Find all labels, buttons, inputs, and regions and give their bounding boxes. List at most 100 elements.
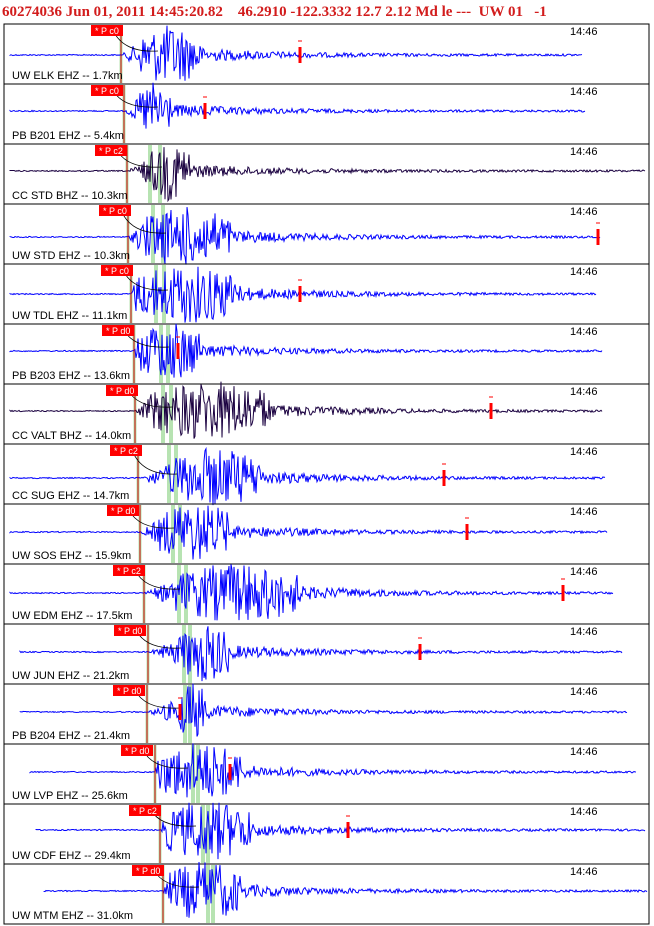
waveform-trace <box>9 207 601 265</box>
time-label: 14:46 <box>570 866 598 878</box>
s-window <box>201 805 205 863</box>
pick-label: * P d0 <box>125 746 149 756</box>
station-label: UW CDF EHZ -- 29.4km <box>12 850 131 862</box>
pick-label: * P d0 <box>118 626 142 636</box>
pick-flag <box>113 685 145 696</box>
s-window <box>158 145 162 203</box>
pick-flag <box>106 385 138 396</box>
trace-panel: * P d0 14:46 UW JUN EHZ -- 21.2km <box>3 623 650 685</box>
coda-end-marker <box>178 704 182 720</box>
s-window <box>191 745 195 803</box>
s-window <box>171 505 175 563</box>
time-label: 14:46 <box>570 566 598 578</box>
waveform-trace <box>9 564 614 621</box>
waveform-trace <box>43 861 648 918</box>
coda-end-marker <box>228 764 232 780</box>
trace-panel: * P c2 14:46 CC SUG EHZ -- 14.7km <box>3 443 650 506</box>
pick-flag <box>95 145 127 156</box>
time-label: 14:46 <box>570 26 598 38</box>
waveform-trace <box>9 446 606 506</box>
time-label: 14:46 <box>570 206 598 218</box>
time-label: 14:46 <box>570 86 598 98</box>
s-window <box>206 805 210 863</box>
station-label: CC SUG EHZ -- 14.7km <box>12 490 129 502</box>
pick-label: * P c0 <box>95 86 119 96</box>
trace-panel: * P d0 14:46 CC VALT BHZ -- 14.0km <box>3 381 650 445</box>
station-label: PB B201 EHZ -- 5.4km <box>12 130 124 142</box>
coda-end-marker <box>346 822 350 838</box>
trace-panel: * P c0 14:46 UW ELK EHZ -- 1.7km <box>3 23 650 85</box>
time-label: 14:46 <box>570 266 598 278</box>
coda-end-marker <box>561 585 565 601</box>
s-window <box>183 685 187 743</box>
time-label: 14:46 <box>570 326 598 338</box>
station-label: UW SOS EHZ -- 15.9km <box>12 550 131 562</box>
pick-flag <box>91 25 123 36</box>
s-window <box>154 265 158 323</box>
pick-flag <box>107 505 139 516</box>
waveform-trace <box>9 266 597 323</box>
pick-flag <box>121 745 153 756</box>
s-window <box>211 865 215 923</box>
pick-label: * P d0 <box>110 386 134 396</box>
pick-flag <box>113 565 145 576</box>
s-window <box>196 745 200 803</box>
pick-flag <box>132 865 164 876</box>
pick-label: * P d0 <box>106 326 130 336</box>
station-label: PB B204 EHZ -- 21.4km <box>12 730 130 742</box>
coda-end-marker <box>596 229 600 245</box>
pick-label: * P d0 <box>111 506 135 516</box>
time-label: 14:46 <box>570 626 598 638</box>
pick-label: * P c0 <box>105 266 129 276</box>
pick-flag <box>110 445 142 456</box>
trace-panel: * P c2 14:46 UW EDM EHZ -- 17.5km <box>3 563 650 625</box>
coda-end-marker <box>442 470 446 486</box>
time-label: 14:46 <box>570 506 598 518</box>
waveform-trace <box>9 147 646 203</box>
waveform-trace <box>9 25 583 81</box>
pick-flag <box>91 85 123 96</box>
coda-end-marker <box>465 524 469 540</box>
station-label: CC STD BHZ -- 10.3km <box>12 190 128 202</box>
event-header: 60274036 Jun 01, 2011 14:45:20.82 46.291… <box>2 4 547 20</box>
trace-panel: * P c0 14:46 UW STD EHZ -- 10.3km <box>3 203 650 265</box>
waveform-trace <box>19 683 628 737</box>
pick-flag <box>102 325 134 336</box>
pick-flag <box>101 265 133 276</box>
waveform-trace <box>9 323 603 378</box>
station-label: PB B203 EHZ -- 13.6km <box>12 370 130 382</box>
time-label: 14:46 <box>570 806 598 818</box>
s-window <box>151 205 155 263</box>
pick-flag <box>129 805 161 816</box>
trace-panel: * P d0 14:46 PB B203 EHZ -- 13.6km <box>3 323 650 385</box>
s-window <box>188 685 192 743</box>
trace-panel: * P c0 14:46 PB B201 EHZ -- 5.4km <box>3 82 650 145</box>
waveform-trace <box>19 626 623 682</box>
time-label: 14:46 <box>570 746 598 758</box>
pick-label: * P c2 <box>133 806 157 816</box>
trace-panel: * P c0 14:46 UW TDL EHZ -- 11.1km <box>3 263 650 325</box>
coda-end-marker <box>176 343 180 359</box>
time-label: 14:46 <box>570 146 598 158</box>
station-label: UW JUN EHZ -- 21.2km <box>12 670 129 682</box>
trace-panel: * P c2 14:46 UW CDF EHZ -- 29.4km <box>3 802 650 865</box>
time-label: 14:46 <box>570 446 598 458</box>
pick-flag <box>99 205 131 216</box>
trace-panel: * P c2 14:46 CC STD BHZ -- 10.3km <box>3 143 650 205</box>
station-label: UW STD EHZ -- 10.3km <box>12 250 130 262</box>
waveform-trace <box>9 505 608 560</box>
waveform-trace <box>9 82 586 129</box>
pick-label: * P d0 <box>136 866 160 876</box>
station-label: UW ELK EHZ -- 1.7km <box>12 70 123 82</box>
waveform-trace <box>35 802 646 860</box>
s-window <box>161 385 165 443</box>
pick-label: * P c2 <box>114 446 138 456</box>
waveform-trace <box>29 743 637 798</box>
station-label: UW MTM EHZ -- 31.0km <box>12 910 133 922</box>
station-label: UW TDL EHZ -- 11.1km <box>12 310 127 322</box>
pick-flag <box>114 625 146 636</box>
pick-label: * P c2 <box>99 146 123 156</box>
pick-label: * P d0 <box>117 686 141 696</box>
station-label: UW LVP EHZ -- 25.6km <box>12 790 128 802</box>
